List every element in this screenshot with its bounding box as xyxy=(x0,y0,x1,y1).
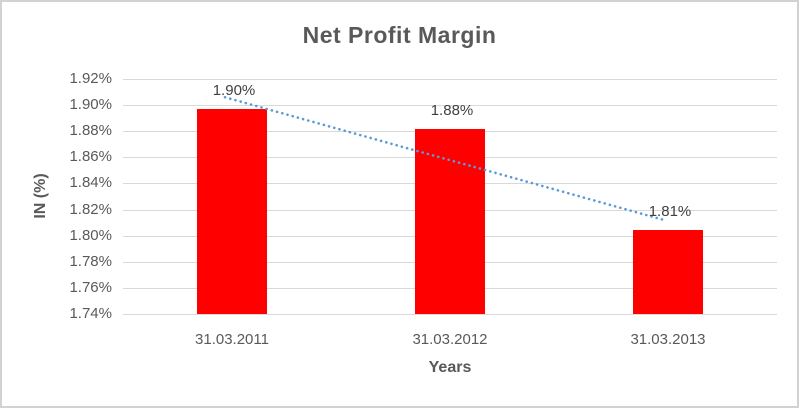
y-tick-label: 1.90% xyxy=(69,96,112,113)
y-tick-label: 1.92% xyxy=(69,70,112,87)
trendline xyxy=(223,95,666,222)
bar xyxy=(633,230,703,314)
y-tick-label: 1.74% xyxy=(69,305,112,322)
data-label: 1.81% xyxy=(648,203,692,220)
x-tick-label: 31.03.2011 xyxy=(195,331,269,348)
y-tick-label: 1.78% xyxy=(69,253,112,270)
y-tick-label: 1.84% xyxy=(69,174,112,191)
y-tick-label: 1.80% xyxy=(69,227,112,244)
y-tick-label: 1.88% xyxy=(69,122,112,139)
data-label: 1.88% xyxy=(430,102,474,119)
chart-title: Net Profit Margin xyxy=(302,22,497,48)
gridline xyxy=(123,314,777,315)
gridline xyxy=(123,105,777,106)
x-axis-title: Years xyxy=(428,359,472,376)
y-tick-label: 1.82% xyxy=(69,201,112,218)
plot-area: 1.90% 1.88% 1.81% xyxy=(123,79,777,315)
data-label: 1.90% xyxy=(212,82,256,99)
y-tick-label: 1.76% xyxy=(69,279,112,296)
y-tick-label: 1.86% xyxy=(69,148,112,165)
x-tick-label: 31.03.2013 xyxy=(630,331,706,348)
bar xyxy=(197,109,267,314)
gridline xyxy=(123,79,777,80)
x-tick-label: 31.03.2012 xyxy=(412,331,488,348)
